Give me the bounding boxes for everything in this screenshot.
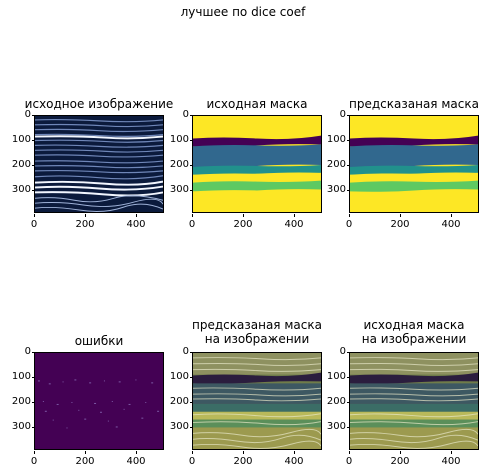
panel-source-overlay: исходная маска на изображении 0 100 200 …	[327, 318, 479, 467]
y-tick-label: 100	[1, 134, 35, 145]
x-tick-label: 200	[70, 451, 100, 467]
panel-title: исходное изображение	[24, 97, 174, 111]
y-tick-label: 0	[1, 346, 35, 357]
y-tick-label: 300	[159, 421, 193, 432]
mask-image	[349, 115, 479, 213]
x-tick-label: 200	[385, 451, 415, 467]
y-tick-label: 300	[1, 184, 35, 195]
panel-title: исходная маска	[206, 97, 308, 111]
y-tick-label: 100	[159, 371, 193, 382]
x-tick-label: 400	[121, 451, 151, 467]
panel-title: ошибки	[74, 334, 124, 348]
x-tick-label: 0	[177, 214, 207, 230]
y-tick-label: 100	[316, 371, 350, 382]
y-tick-label: 0	[159, 346, 193, 357]
panel-errors: ошибки 0 100 200 300 0 20	[12, 334, 164, 467]
y-tick-label: 300	[1, 421, 35, 432]
x-tick-label: 0	[19, 451, 49, 467]
y-tick-label: 0	[159, 109, 193, 120]
y-tick-label: 100	[159, 134, 193, 145]
y-tick-label: 0	[316, 346, 350, 357]
y-tick-label: 0	[316, 109, 350, 120]
mask-image	[192, 115, 322, 213]
panel-predicted-overlay: предсказаная маска на изображении 0 100 …	[170, 318, 322, 467]
panel-predicted-mask: предсказаная маска 0 100 200 300 0 200 4…	[327, 97, 479, 230]
x-tick-label: 0	[334, 214, 364, 230]
panel-title: исходная маска на изображении	[361, 318, 467, 346]
x-tick-label: 200	[228, 214, 258, 230]
y-tick-label: 200	[316, 396, 350, 407]
panel-title: предсказаная маска	[349, 97, 479, 111]
x-tick-label: 200	[385, 214, 415, 230]
y-tick-label: 200	[1, 396, 35, 407]
seismic-image	[34, 115, 164, 213]
x-tick-label: 400	[279, 214, 309, 230]
panel-source-image: исходное изображение	[12, 97, 173, 230]
overlay-image	[192, 352, 322, 450]
y-tick-label: 300	[316, 421, 350, 432]
y-tick-label: 300	[159, 184, 193, 195]
y-tick-label: 0	[1, 109, 35, 120]
y-tick-label: 300	[316, 184, 350, 195]
x-tick-label: 200	[70, 214, 100, 230]
x-tick-label: 400	[121, 214, 151, 230]
y-tick-label: 200	[1, 159, 35, 170]
figure-title: лучшее по dice coef	[180, 5, 306, 19]
x-tick-label: 400	[279, 451, 309, 467]
y-tick-label: 100	[316, 134, 350, 145]
x-tick-label: 200	[228, 451, 258, 467]
panel-source-mask: исходная маска 0 100 200 300 0 200 400	[170, 97, 322, 230]
y-tick-label: 200	[159, 159, 193, 170]
y-tick-label: 200	[159, 396, 193, 407]
y-tick-label: 200	[316, 159, 350, 170]
x-tick-label: 400	[436, 214, 466, 230]
x-tick-label: 0	[334, 451, 364, 467]
overlay-image	[349, 352, 479, 450]
x-tick-label: 0	[177, 451, 207, 467]
x-tick-label: 400	[436, 451, 466, 467]
panel-title: предсказаная маска на изображении	[192, 318, 322, 346]
error-map	[34, 352, 164, 450]
y-tick-label: 100	[1, 371, 35, 382]
x-tick-label: 0	[19, 214, 49, 230]
